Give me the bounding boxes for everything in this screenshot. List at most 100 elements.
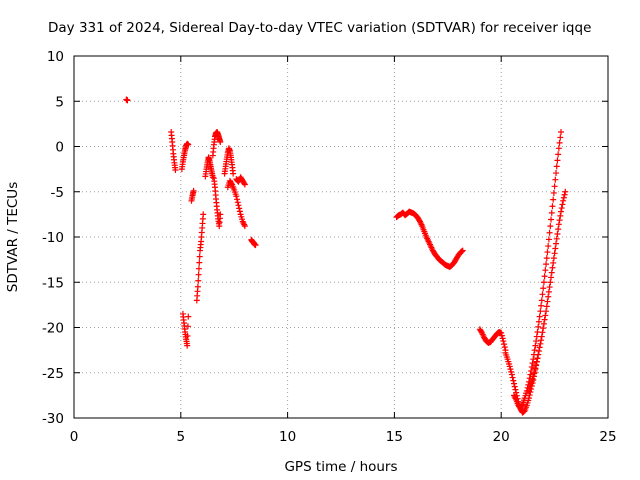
data-point [553,170,560,177]
data-point [539,329,546,336]
data-point [543,255,550,262]
data-point [541,316,548,323]
data-point [536,344,543,351]
data-point [195,271,202,278]
data-point [555,221,562,228]
data-point [172,167,179,174]
data-point [562,188,569,195]
x-tick-label: 20 [493,429,510,445]
data-point [547,279,554,286]
data-point [508,371,515,378]
data-point [555,226,562,233]
data-point [537,340,544,347]
data-point [558,205,565,212]
data-point [542,267,549,274]
data-point [230,170,237,177]
data-point [555,145,562,152]
data-point [556,217,563,224]
data-point [241,223,248,230]
data-point [549,264,556,271]
data-point [498,329,505,336]
data-point [546,229,553,236]
data-point [501,344,508,351]
data-point [241,180,248,187]
grid-lines [74,56,608,418]
data-point [530,370,537,377]
data-point [550,259,557,266]
y-tick-labels: -30 -25 -20 -15 -10 -5 0 5 10 [42,49,64,427]
data-point [535,348,542,355]
data-point [533,361,540,368]
data-point [535,323,542,330]
y-tick-label: -25 [42,366,64,382]
data-point [190,187,197,194]
data-point [217,211,224,218]
data-point [195,265,202,272]
data-point [534,355,541,362]
data-point [555,151,562,158]
data-point [532,342,539,349]
data-point [184,323,191,330]
data-point [554,157,561,164]
x-tick-label: 5 [177,429,186,445]
data-point [196,253,203,260]
data-point [561,191,568,198]
data-point [550,189,557,196]
data-point [235,202,242,209]
x-tick-label: 15 [386,429,403,445]
data-point [200,211,207,218]
data-point [518,402,525,409]
data-point [558,129,565,136]
data-point [196,259,203,266]
x-tick-label: 10 [279,429,296,445]
data-point [209,174,216,181]
data-point [533,358,540,365]
y-tick-label: 10 [47,49,64,65]
data-point [537,308,544,315]
data-point [552,176,559,183]
data-point [539,291,546,298]
data-point [552,245,559,252]
data-point [530,356,537,363]
data-point [548,209,555,216]
data-point [548,269,555,276]
data-point [544,298,551,305]
x-tick-label: 25 [599,429,616,445]
x-axis-label: GPS time / hours [284,459,397,475]
x-tick-label: 0 [70,429,79,445]
data-point [184,332,191,339]
y-tick-label: -20 [42,321,64,337]
data-point [560,197,567,204]
data-point [535,351,542,358]
data-point [526,375,533,382]
data-point [540,325,547,332]
data-point [499,335,506,342]
data-point [535,318,542,325]
data-point [507,366,514,373]
data-point [545,293,552,300]
data-point [545,236,552,243]
data-point [558,208,565,215]
data-point [459,247,466,254]
data-point [195,277,202,284]
data-point [531,367,538,374]
data-point [194,283,201,290]
data-point [508,368,515,375]
data-point [509,374,516,381]
data-point [500,338,507,345]
data-point [559,201,566,208]
data-point [527,389,534,396]
data-point [553,163,560,170]
data-point [543,261,550,268]
data-point [511,383,518,390]
data-point [124,97,131,104]
data-point [506,363,513,370]
data-point [531,347,538,354]
data-point [185,313,192,320]
data-point [547,223,554,230]
y-tick-label: 5 [55,94,64,110]
data-point [546,284,553,291]
data-point [549,203,556,210]
data-point [234,196,241,203]
data-point [529,360,536,367]
